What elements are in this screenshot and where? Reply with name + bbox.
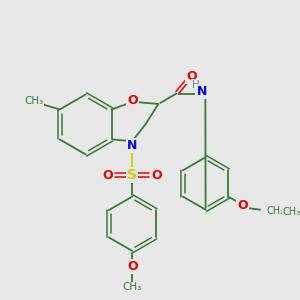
Text: O: O	[103, 169, 113, 182]
Text: O: O	[151, 169, 162, 182]
Text: H: H	[192, 80, 200, 90]
Text: O: O	[127, 94, 138, 106]
Text: CH₃: CH₃	[24, 96, 43, 106]
Text: O: O	[127, 260, 138, 273]
Text: O: O	[186, 70, 196, 83]
Text: N: N	[196, 85, 207, 98]
Text: CH₃: CH₃	[283, 207, 300, 217]
Text: S: S	[127, 168, 137, 182]
Text: O: O	[237, 200, 248, 212]
Text: CH₃: CH₃	[123, 283, 142, 292]
Text: CH₂: CH₂	[266, 206, 284, 216]
Text: N: N	[127, 139, 137, 152]
